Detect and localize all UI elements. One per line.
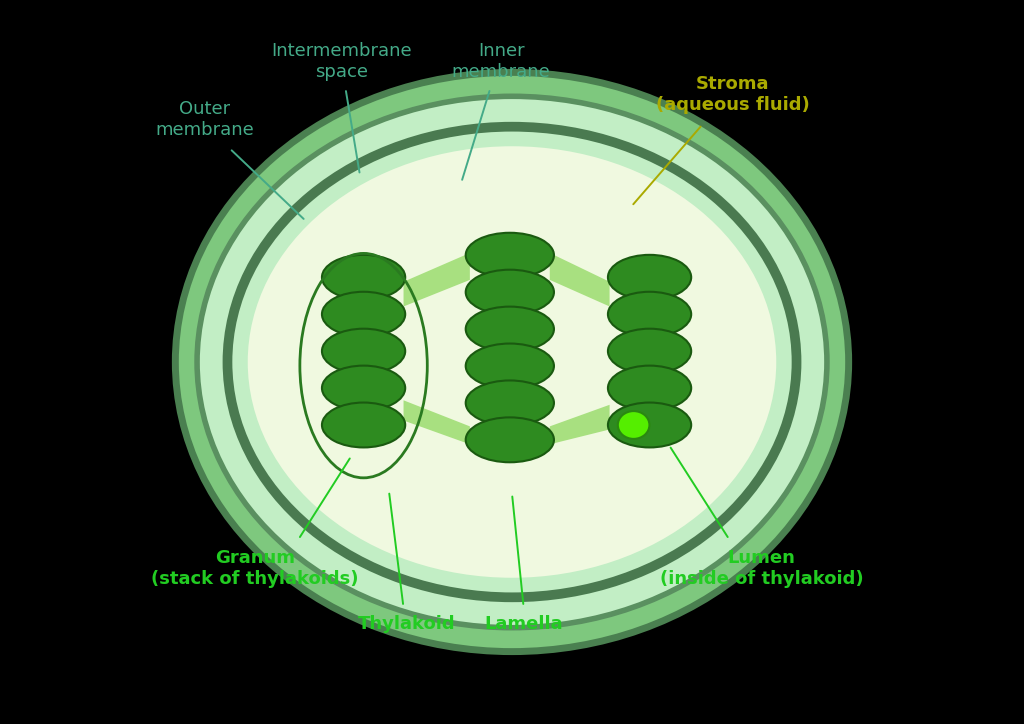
Ellipse shape <box>617 411 649 439</box>
Text: Lumen
(inside of thylakoid): Lumen (inside of thylakoid) <box>659 549 863 588</box>
Ellipse shape <box>608 292 691 337</box>
Ellipse shape <box>227 127 797 597</box>
Ellipse shape <box>466 417 554 463</box>
Ellipse shape <box>466 270 554 315</box>
Ellipse shape <box>322 366 406 411</box>
Ellipse shape <box>322 292 406 337</box>
Text: Granum
(stack of thylakoids): Granum (stack of thylakoids) <box>152 549 358 588</box>
Polygon shape <box>550 405 609 445</box>
Text: Inner
membrane: Inner membrane <box>452 42 551 81</box>
Ellipse shape <box>466 307 554 352</box>
Text: Thylakoid: Thylakoid <box>358 615 456 633</box>
Polygon shape <box>403 400 470 445</box>
Text: Lamella: Lamella <box>484 615 563 633</box>
Polygon shape <box>403 253 470 306</box>
Ellipse shape <box>466 381 554 426</box>
Ellipse shape <box>466 233 554 278</box>
Ellipse shape <box>322 329 406 374</box>
Text: Outer
membrane: Outer membrane <box>155 100 254 139</box>
Text: Intermembrane
space: Intermembrane space <box>271 42 413 81</box>
Ellipse shape <box>466 344 554 389</box>
Ellipse shape <box>197 96 827 628</box>
Ellipse shape <box>608 366 691 411</box>
Ellipse shape <box>608 255 691 300</box>
Ellipse shape <box>608 403 691 447</box>
Text: Stroma
(aqueous fluid): Stroma (aqueous fluid) <box>656 75 810 114</box>
Ellipse shape <box>175 72 849 652</box>
Ellipse shape <box>322 255 406 300</box>
Ellipse shape <box>322 403 406 447</box>
Ellipse shape <box>608 329 691 374</box>
Polygon shape <box>550 253 609 306</box>
Ellipse shape <box>248 146 776 578</box>
